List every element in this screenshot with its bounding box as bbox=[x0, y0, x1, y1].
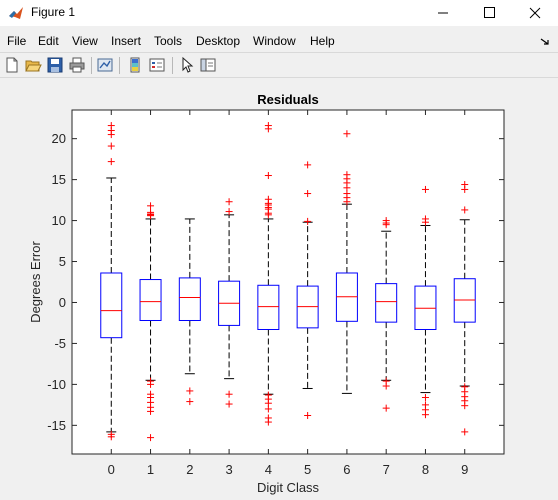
outlier-marker bbox=[147, 202, 155, 210]
close-icon bbox=[529, 7, 541, 19]
print-icon[interactable] bbox=[68, 56, 86, 74]
outlier-marker bbox=[461, 428, 469, 436]
outlier-marker bbox=[264, 172, 272, 180]
box-2 bbox=[178, 277, 201, 321]
menu-desktop[interactable]: Desktop bbox=[196, 34, 241, 48]
outlier-marker bbox=[186, 398, 194, 406]
dock-arrow-icon[interactable] bbox=[540, 36, 550, 46]
box-1 bbox=[139, 279, 162, 321]
y-tick-label: 10 bbox=[52, 213, 66, 228]
x-tick-label: 0 bbox=[108, 462, 115, 477]
menu-help[interactable]: Help bbox=[310, 34, 335, 48]
save-icon[interactable] bbox=[46, 56, 64, 74]
outlier-marker bbox=[461, 206, 469, 214]
outlier-marker bbox=[147, 434, 155, 442]
x-tick-label: 7 bbox=[383, 462, 390, 477]
title-bar: Figure 1 bbox=[0, 0, 558, 26]
x-tick-label: 5 bbox=[304, 462, 311, 477]
outlier-marker bbox=[225, 390, 233, 398]
outlier-marker bbox=[421, 393, 429, 401]
close-button[interactable] bbox=[512, 0, 558, 26]
outlier-marker bbox=[382, 221, 390, 229]
toolbar-separator bbox=[91, 57, 92, 74]
outlier-marker bbox=[107, 142, 115, 150]
insert-legend-icon[interactable] bbox=[148, 56, 166, 74]
maximize-icon bbox=[484, 7, 495, 18]
minimize-icon bbox=[438, 12, 448, 14]
outlier-marker bbox=[147, 212, 155, 220]
outlier-marker bbox=[225, 400, 233, 408]
y-tick-label: 5 bbox=[59, 254, 66, 269]
outlier-marker bbox=[304, 217, 312, 225]
insert-colorbar-icon[interactable] bbox=[126, 56, 144, 74]
box-7 bbox=[375, 283, 398, 323]
menu-window[interactable]: Window bbox=[253, 34, 296, 48]
outlier-marker bbox=[186, 387, 194, 395]
property-inspector-icon[interactable] bbox=[199, 56, 217, 74]
outlier-marker bbox=[304, 412, 312, 420]
new-figure-icon[interactable] bbox=[3, 56, 21, 74]
x-tick-label: 6 bbox=[343, 462, 350, 477]
outlier-marker bbox=[107, 433, 115, 441]
y-tick-label: -10 bbox=[47, 377, 66, 392]
x-tick-label: 4 bbox=[265, 462, 272, 477]
x-tick-label: 1 bbox=[147, 462, 154, 477]
chart-title: Residuals bbox=[257, 92, 318, 107]
x-tick-label: 8 bbox=[422, 462, 429, 477]
outlier-marker bbox=[421, 185, 429, 193]
edit-plot-arrow-icon[interactable] bbox=[178, 56, 196, 74]
matlab-icon bbox=[9, 7, 23, 19]
open-file-icon[interactable] bbox=[24, 56, 42, 74]
outlier-marker bbox=[382, 382, 390, 390]
outlier-marker bbox=[264, 125, 272, 133]
outlier-marker bbox=[382, 404, 390, 412]
y-tick-label: -15 bbox=[47, 418, 66, 433]
toolbar-separator bbox=[172, 57, 173, 74]
outlier-marker bbox=[304, 161, 312, 169]
axis-ticks: -15 -10 -5 0 5 10 15 20 0 1 2 3 4 5 6 7 8 9 bbox=[47, 110, 504, 477]
box-4 bbox=[257, 284, 280, 331]
y-axis-label: Degrees Error bbox=[28, 241, 43, 323]
y-tick-label: -5 bbox=[54, 336, 66, 351]
outlier-marker bbox=[304, 190, 312, 198]
outlier-marker bbox=[264, 405, 272, 413]
menu-tools[interactable]: Tools bbox=[154, 34, 183, 48]
outlier-marker bbox=[107, 158, 115, 166]
menu-view[interactable]: View bbox=[72, 34, 98, 48]
outlier-marker bbox=[461, 185, 469, 193]
menu-insert[interactable]: Insert bbox=[111, 34, 142, 48]
minimize-button[interactable] bbox=[420, 0, 466, 26]
outlier-marker bbox=[147, 407, 155, 415]
outlier-marker bbox=[225, 198, 233, 206]
x-tick-label: 9 bbox=[461, 462, 468, 477]
outlier-marker bbox=[421, 218, 429, 226]
menu-edit[interactable]: Edit bbox=[38, 34, 59, 48]
x-axis-label: Digit Class bbox=[257, 480, 320, 495]
window-title: Figure 1 bbox=[31, 5, 76, 19]
figure-toolbar bbox=[0, 52, 558, 78]
outlier-marker bbox=[343, 198, 351, 206]
outlier-marker bbox=[107, 131, 115, 139]
outlier-marker bbox=[225, 208, 233, 216]
axes-background bbox=[71, 109, 505, 455]
chart-marks bbox=[100, 122, 476, 442]
y-tick-label: 0 bbox=[59, 295, 66, 310]
box-0 bbox=[100, 272, 123, 339]
link-plot-icon[interactable] bbox=[96, 56, 114, 74]
y-tick-label: 15 bbox=[52, 172, 66, 187]
outlier-marker bbox=[421, 411, 429, 419]
boxplot-chart: -15 -10 -5 0 5 10 15 20 0 1 2 3 4 5 6 7 8 9 Residuals Dig… bbox=[28, 92, 505, 495]
menu-file[interactable]: File bbox=[7, 34, 27, 48]
outlier-marker bbox=[461, 402, 469, 410]
y-tick-label: 20 bbox=[52, 131, 66, 146]
toolbar-separator bbox=[119, 57, 120, 74]
outlier-marker bbox=[147, 380, 155, 388]
outlier-marker bbox=[264, 418, 272, 426]
menu-bar: File Edit View Insert Tools Desktop Wind… bbox=[0, 30, 558, 52]
maximize-button[interactable] bbox=[466, 0, 512, 26]
outlier-marker bbox=[343, 130, 351, 138]
x-tick-label: 2 bbox=[186, 462, 193, 477]
x-tick-label: 3 bbox=[225, 462, 232, 477]
outlier-marker bbox=[264, 211, 272, 219]
